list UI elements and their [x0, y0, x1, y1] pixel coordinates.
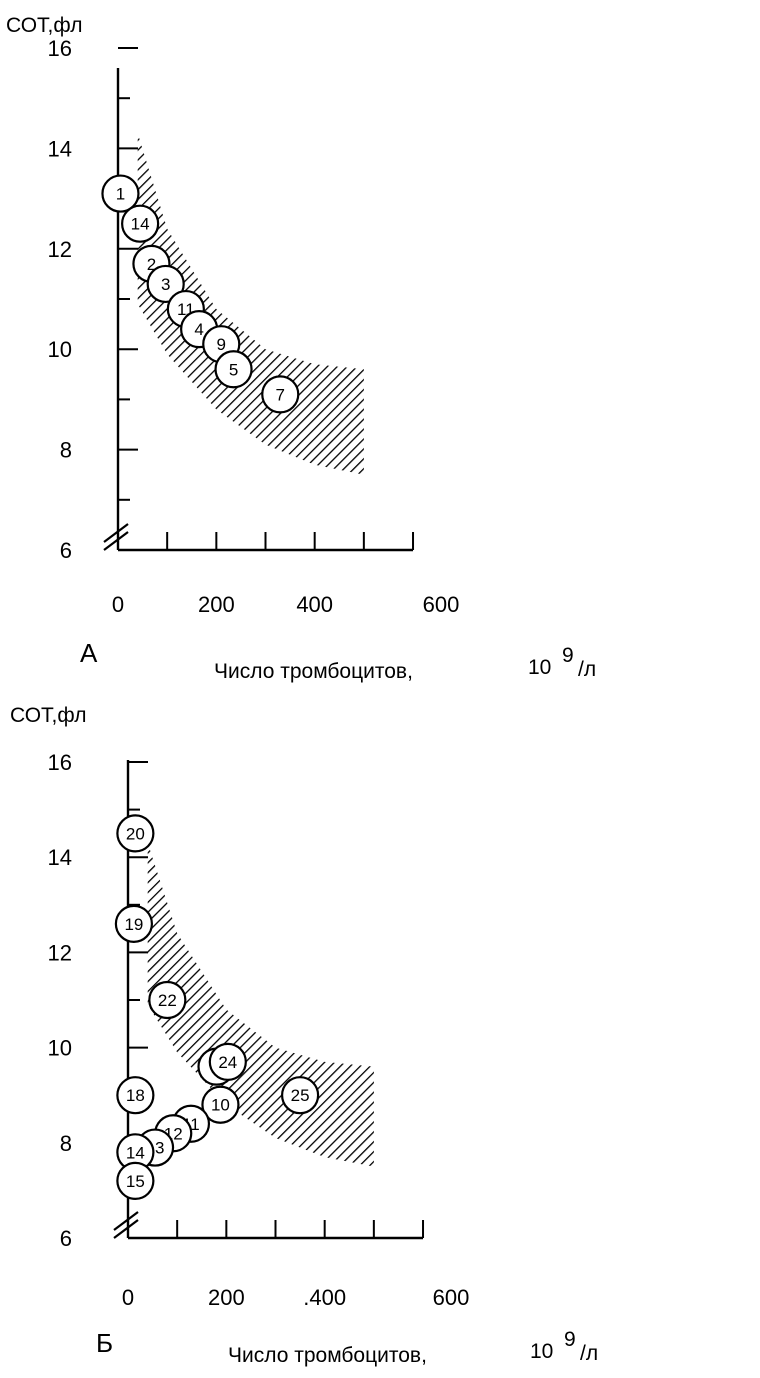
- data-point-marker: [148, 980, 187, 1020]
- axis-break-mark: [113, 1211, 139, 1231]
- x-axis-unit-tail: /л: [578, 658, 596, 681]
- data-point-marker: [101, 174, 140, 213]
- panel-label: А: [80, 638, 98, 668]
- data-point-label: 14: [126, 1143, 145, 1162]
- y-tick-label: 6: [60, 1226, 72, 1251]
- data-point-marker: [280, 1076, 320, 1115]
- data-point-label: 1: [116, 185, 125, 204]
- data-point: 1: [101, 174, 140, 213]
- x-axis-unit-tail: /л: [580, 1342, 598, 1365]
- x-tick-label: .400: [303, 1285, 346, 1310]
- data-point-label: 4: [194, 320, 203, 339]
- axis-break-mark: [103, 531, 129, 551]
- data-point-label: 5: [229, 360, 238, 379]
- chart-panel-b: 6 8 10 12 14 16 0 200 .400 600 СОТ,фл Б Число тромбо…: [10, 704, 598, 1367]
- data-point-label: 15: [126, 1172, 145, 1191]
- data-point-marker: [116, 1076, 155, 1115]
- data-point-label: 14: [131, 215, 150, 234]
- panel-label: Б: [96, 1328, 113, 1358]
- y-tick-label: 12: [48, 940, 72, 965]
- y-tick-label: 8: [60, 438, 72, 463]
- data-point-label: 18: [126, 1086, 145, 1105]
- axis-break-mark: [103, 523, 129, 543]
- y-axis-title: СОТ,фл: [10, 704, 86, 727]
- x-axis-unit-base: 10: [530, 1340, 553, 1363]
- x-axis-title: Число тромбоцитов,: [214, 660, 413, 683]
- data-point-label: 2: [147, 255, 156, 274]
- data-point-marker: [261, 375, 300, 414]
- data-point: 15: [116, 1161, 155, 1200]
- y-tick-label: 14: [48, 136, 72, 161]
- x-tick-label: 0: [112, 592, 124, 617]
- data-point: 5: [214, 350, 253, 389]
- data-point-label: 20: [126, 824, 145, 843]
- y-tick-label: 16: [48, 36, 72, 61]
- data-point: 25: [280, 1076, 320, 1115]
- x-axis-unit-exponent: 9: [562, 644, 574, 667]
- data-point-label: 7: [276, 385, 285, 404]
- axis-break-mark: [113, 1219, 139, 1239]
- data-point: 14: [116, 1133, 155, 1172]
- y-tick-label: 16: [48, 750, 72, 775]
- y-tick-label: 10: [48, 337, 72, 362]
- data-point-marker: [116, 1161, 155, 1200]
- data-point-marker: [121, 204, 160, 243]
- data-point-marker: [201, 1085, 240, 1124]
- x-axis-unit-base: 10: [528, 656, 551, 679]
- data-point-label: 3: [161, 275, 170, 294]
- data-point: 22: [148, 980, 187, 1020]
- data-point-marker: [214, 350, 253, 389]
- hatched-normal-band: [147, 842, 374, 1167]
- hatched-normal-band: [137, 133, 364, 475]
- y-tick-label: 12: [48, 237, 72, 262]
- data-point: 7: [261, 375, 300, 414]
- y-axis-title: СОТ,фл: [6, 14, 82, 37]
- x-tick-label: 0: [122, 1285, 134, 1310]
- data-point: 20: [116, 814, 155, 853]
- data-point-label: 24: [218, 1053, 237, 1072]
- data-point-marker: [146, 264, 185, 304]
- x-tick-label: 600: [433, 1285, 470, 1310]
- x-tick-label: 200: [198, 592, 235, 617]
- data-point: 24: [208, 1042, 247, 1081]
- data-point: 10: [201, 1085, 240, 1124]
- data-point-label: 25: [291, 1086, 310, 1105]
- data-point: 19: [114, 904, 154, 943]
- data-point-marker: [114, 904, 154, 943]
- x-axis-title: Число тромбоцитов,: [228, 1344, 427, 1367]
- data-point-marker: [116, 814, 155, 853]
- data-point: 14: [121, 204, 160, 243]
- data-point-label: 9: [217, 335, 226, 354]
- y-tick-label: 8: [60, 1131, 72, 1156]
- y-tick-label: 6: [60, 538, 72, 563]
- data-point-label: 10: [211, 1096, 230, 1115]
- y-tick-label: 14: [48, 845, 72, 870]
- data-point-label: 22: [158, 991, 177, 1010]
- y-tick-label: 10: [48, 1036, 72, 1061]
- data-point: 3: [146, 264, 185, 304]
- x-axis-unit-exponent: 9: [564, 1328, 576, 1351]
- x-tick-label: 400: [296, 592, 333, 617]
- x-tick-label: 200: [208, 1285, 245, 1310]
- data-point: 18: [116, 1076, 155, 1115]
- x-tick-label: 600: [423, 592, 460, 617]
- data-point-label: 19: [124, 915, 143, 934]
- data-point-marker: [208, 1042, 247, 1081]
